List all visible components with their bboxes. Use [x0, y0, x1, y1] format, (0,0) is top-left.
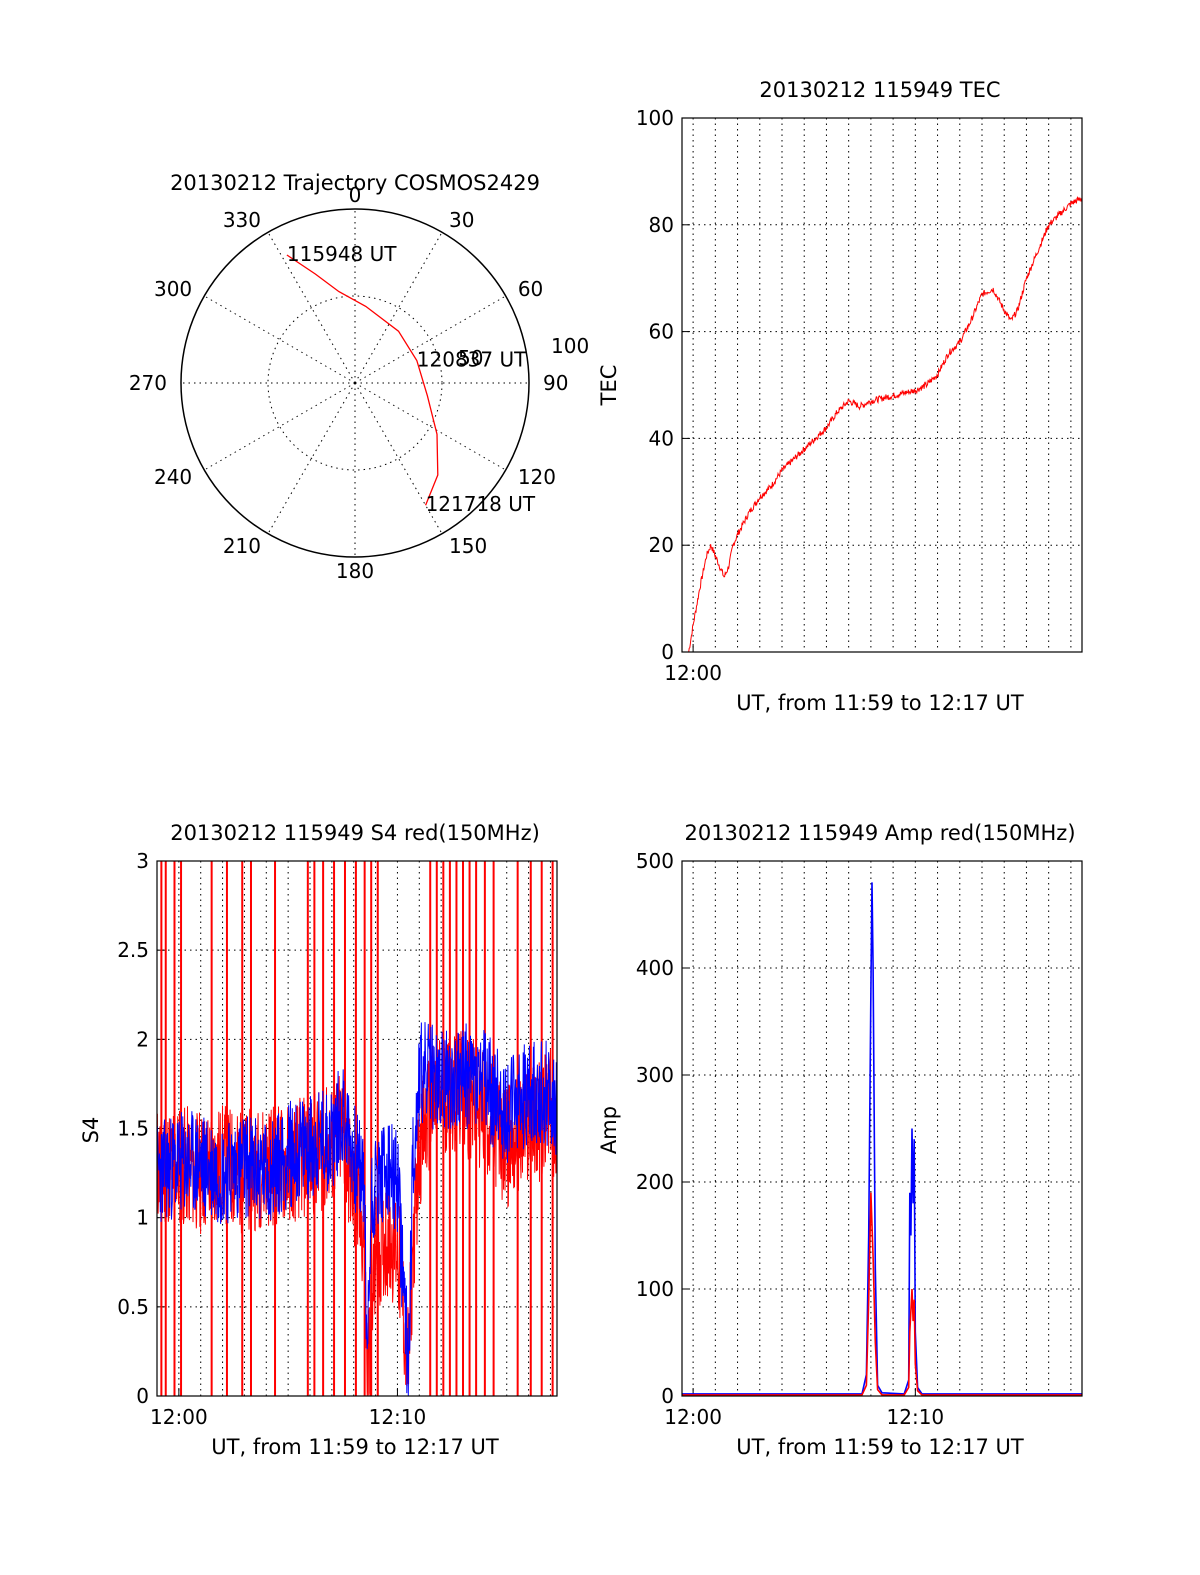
- s4-chart: 20130212 115949 S4 red(150MHz) UT, from …: [79, 821, 558, 1459]
- trajectory-time-label: 115948 UT: [287, 242, 397, 266]
- s4-ytick-label: 2.5: [117, 938, 149, 962]
- s4-ytick-label: 0: [136, 1384, 149, 1408]
- amp-ytick-label: 100: [636, 1277, 674, 1301]
- s4-ylabel: S4: [79, 1117, 103, 1144]
- s4-xtick-label: 12:10: [369, 1405, 427, 1429]
- s4-title: 20130212 115949 S4 red(150MHz): [170, 821, 540, 845]
- amp-title: 20130212 115949 Amp red(150MHz): [684, 821, 1075, 845]
- tec-ytick-label: 60: [649, 320, 674, 344]
- polar-azimuth-label: 120: [518, 465, 556, 489]
- amp-red-series-line: [682, 1192, 1082, 1396]
- polar-azimuth-label: 240: [154, 465, 192, 489]
- s4-ytick-label: 1: [136, 1206, 149, 1230]
- s4-ytick-label: 2: [136, 1027, 149, 1051]
- polar-trajectory-chart: 20130212 Trajectory COSMOS2429 0 30 60 90 12…: [129, 171, 589, 583]
- tec-title: 20130212 115949 TEC: [759, 78, 1000, 102]
- polar-spoke: [267, 232, 356, 384]
- polar-inner-circle: [267, 295, 443, 471]
- s4-plot-frame: [156, 860, 558, 1397]
- tec-xlabel: UT, from 11:59 to 12:17 UT: [736, 691, 1024, 715]
- trajectory-line: [286, 254, 439, 506]
- amp-ytick-label: 300: [636, 1063, 674, 1087]
- polar-spoke: [354, 232, 443, 384]
- amp-plot-frame: [681, 860, 1083, 1397]
- tec-ytick-label: 20: [649, 533, 674, 557]
- amp-xtick-label: 12:00: [664, 1405, 722, 1429]
- polar-azimuth-label: 300: [154, 277, 192, 301]
- tec-chart: 20130212 115949 TEC UT, from 11:59 to 12…: [597, 78, 1083, 715]
- amp-ytick-label: 500: [636, 849, 674, 873]
- polar-title: 20130212 Trajectory COSMOS2429: [170, 171, 540, 195]
- tec-ytick-label: 80: [649, 213, 674, 237]
- polar-outer-circle: [180, 208, 530, 558]
- polar-spoke: [204, 382, 356, 471]
- trajectory-time-label: 121718 UT: [426, 492, 536, 516]
- tec-series-line: [688, 195, 1083, 653]
- s4-ytick-label: 0.5: [117, 1295, 149, 1319]
- s4-xtick-label: 12:00: [150, 1405, 208, 1429]
- amp-ytick-label: 0: [661, 1384, 674, 1408]
- polar-spoke: [354, 295, 506, 384]
- polar-azimuth-label: 0: [349, 183, 362, 207]
- polar-azimuth-label: 180: [336, 559, 374, 583]
- polar-spoke: [204, 295, 356, 384]
- polar-azimuth-label: 150: [449, 534, 487, 558]
- amp-ylabel: Amp: [597, 1106, 621, 1154]
- tec-ytick-label: 40: [649, 426, 674, 450]
- trajectory-time-label: 120837 UT: [417, 348, 527, 372]
- s4-ytick-label: 1.5: [117, 1117, 149, 1141]
- polar-inner-label: 50: [458, 346, 483, 370]
- s4-blue-series-line: [156, 1022, 558, 1397]
- polar-spoke: [267, 382, 356, 534]
- amp-xtick-label: 12:10: [887, 1405, 945, 1429]
- polar-azimuth-label: 60: [518, 277, 543, 301]
- amp-ytick-label: 400: [636, 956, 674, 980]
- polar-azimuth-label: 270: [129, 371, 167, 395]
- amp-xlabel: UT, from 11:59 to 12:17 UT: [736, 1435, 1024, 1459]
- polar-azimuth-label: 90: [543, 371, 568, 395]
- amp-ytick-label: 200: [636, 1170, 674, 1194]
- s4-xlabel: UT, from 11:59 to 12:17 UT: [211, 1435, 499, 1459]
- tec-xtick-label: 12:00: [664, 661, 722, 685]
- amp-chart: 20130212 115949 Amp red(150MHz) UT, from…: [597, 821, 1083, 1459]
- polar-radial-label: 100: [551, 334, 589, 358]
- tec-ytick-label: 0: [661, 640, 674, 664]
- tec-ylabel: TEC: [597, 365, 621, 407]
- polar-spoke: [354, 382, 443, 534]
- s4-ytick-label: 3: [136, 849, 149, 873]
- polar-azimuth-label: 30: [449, 208, 474, 232]
- polar-azimuth-label: 210: [223, 534, 261, 558]
- polar-azimuth-label: 330: [223, 208, 261, 232]
- polar-spoke: [354, 382, 506, 471]
- tec-plot-frame: [681, 117, 1083, 653]
- tec-ytick-label: 100: [636, 106, 674, 130]
